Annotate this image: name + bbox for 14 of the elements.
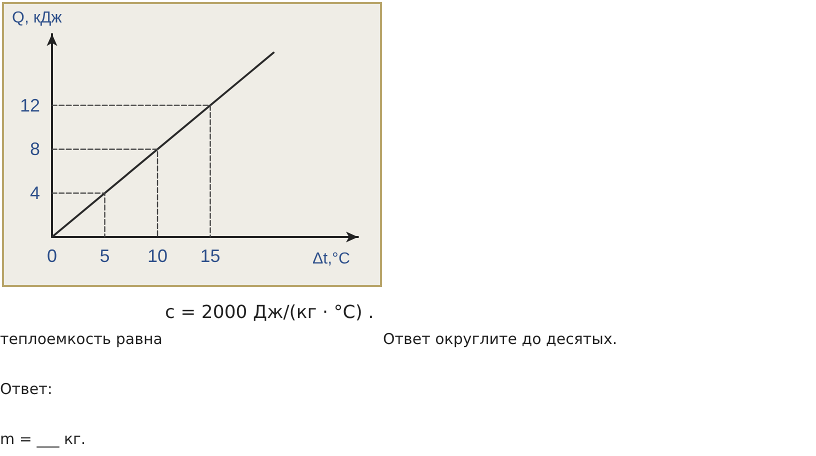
x-axis-title: Δt,°C [312, 250, 350, 268]
text: c = 2000 Дж/(кг · °C) . [165, 302, 374, 323]
text: теплоемкость равна [0, 330, 162, 348]
text: m = ___ кг. [0, 430, 86, 448]
x-tick-label: 5 [100, 246, 110, 266]
x-tick-label: 0 [46, 246, 58, 266]
x-tick-label: 10 [148, 246, 168, 266]
y-tick-label: 4 [30, 183, 40, 204]
y-tick-label: 8 [30, 139, 40, 160]
text: Ответ округлите до десятых. [383, 330, 618, 348]
x-tick-label: 15 [200, 246, 220, 266]
y-tick-label: 12 [20, 95, 40, 116]
y-axis-title: Q, кДж [12, 10, 62, 26]
text: Ответ: [0, 380, 52, 398]
